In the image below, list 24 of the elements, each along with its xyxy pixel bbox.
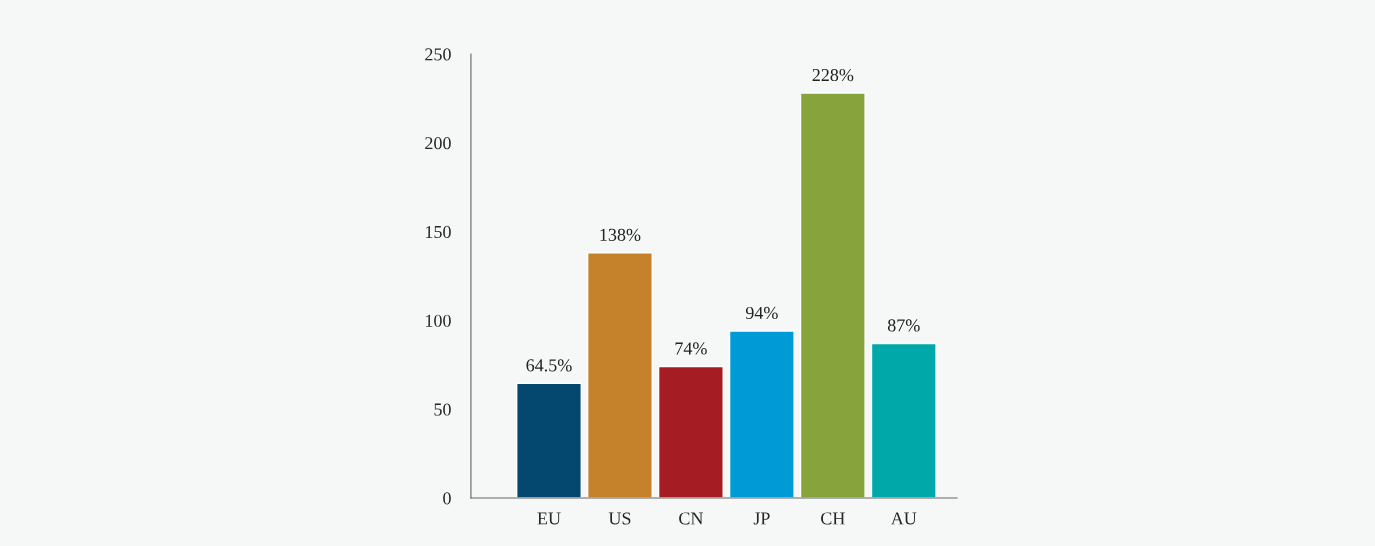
bar: [870, 342, 937, 498]
y-tick-label: 0: [443, 492, 451, 505]
x-tick-label: CN: [679, 512, 704, 525]
x-tick-label: AU: [890, 512, 917, 525]
bar: [799, 92, 866, 498]
data-label: 64.5%: [526, 359, 572, 372]
x-tick-label: CH: [821, 512, 845, 525]
data-label: 87%: [887, 319, 920, 332]
bar: [728, 330, 795, 498]
y-tick-label: 50: [434, 403, 451, 416]
bar: [586, 252, 653, 498]
y-tick-label: 250: [425, 48, 451, 61]
x-tick-label: EU: [537, 512, 561, 525]
y-tick-label: 200: [425, 137, 451, 150]
x-tick-label: US: [608, 512, 631, 525]
data-label: 228%: [812, 68, 854, 82]
data-label: 74%: [675, 342, 707, 355]
bar: [657, 365, 724, 498]
y-tick-label: 150: [426, 225, 451, 239]
data-label: 94%: [745, 306, 778, 320]
y-tick-label: 100: [426, 314, 451, 327]
x-tick-label: JP: [753, 512, 770, 525]
bar: [516, 382, 582, 498]
data-label: 138%: [600, 228, 641, 241]
